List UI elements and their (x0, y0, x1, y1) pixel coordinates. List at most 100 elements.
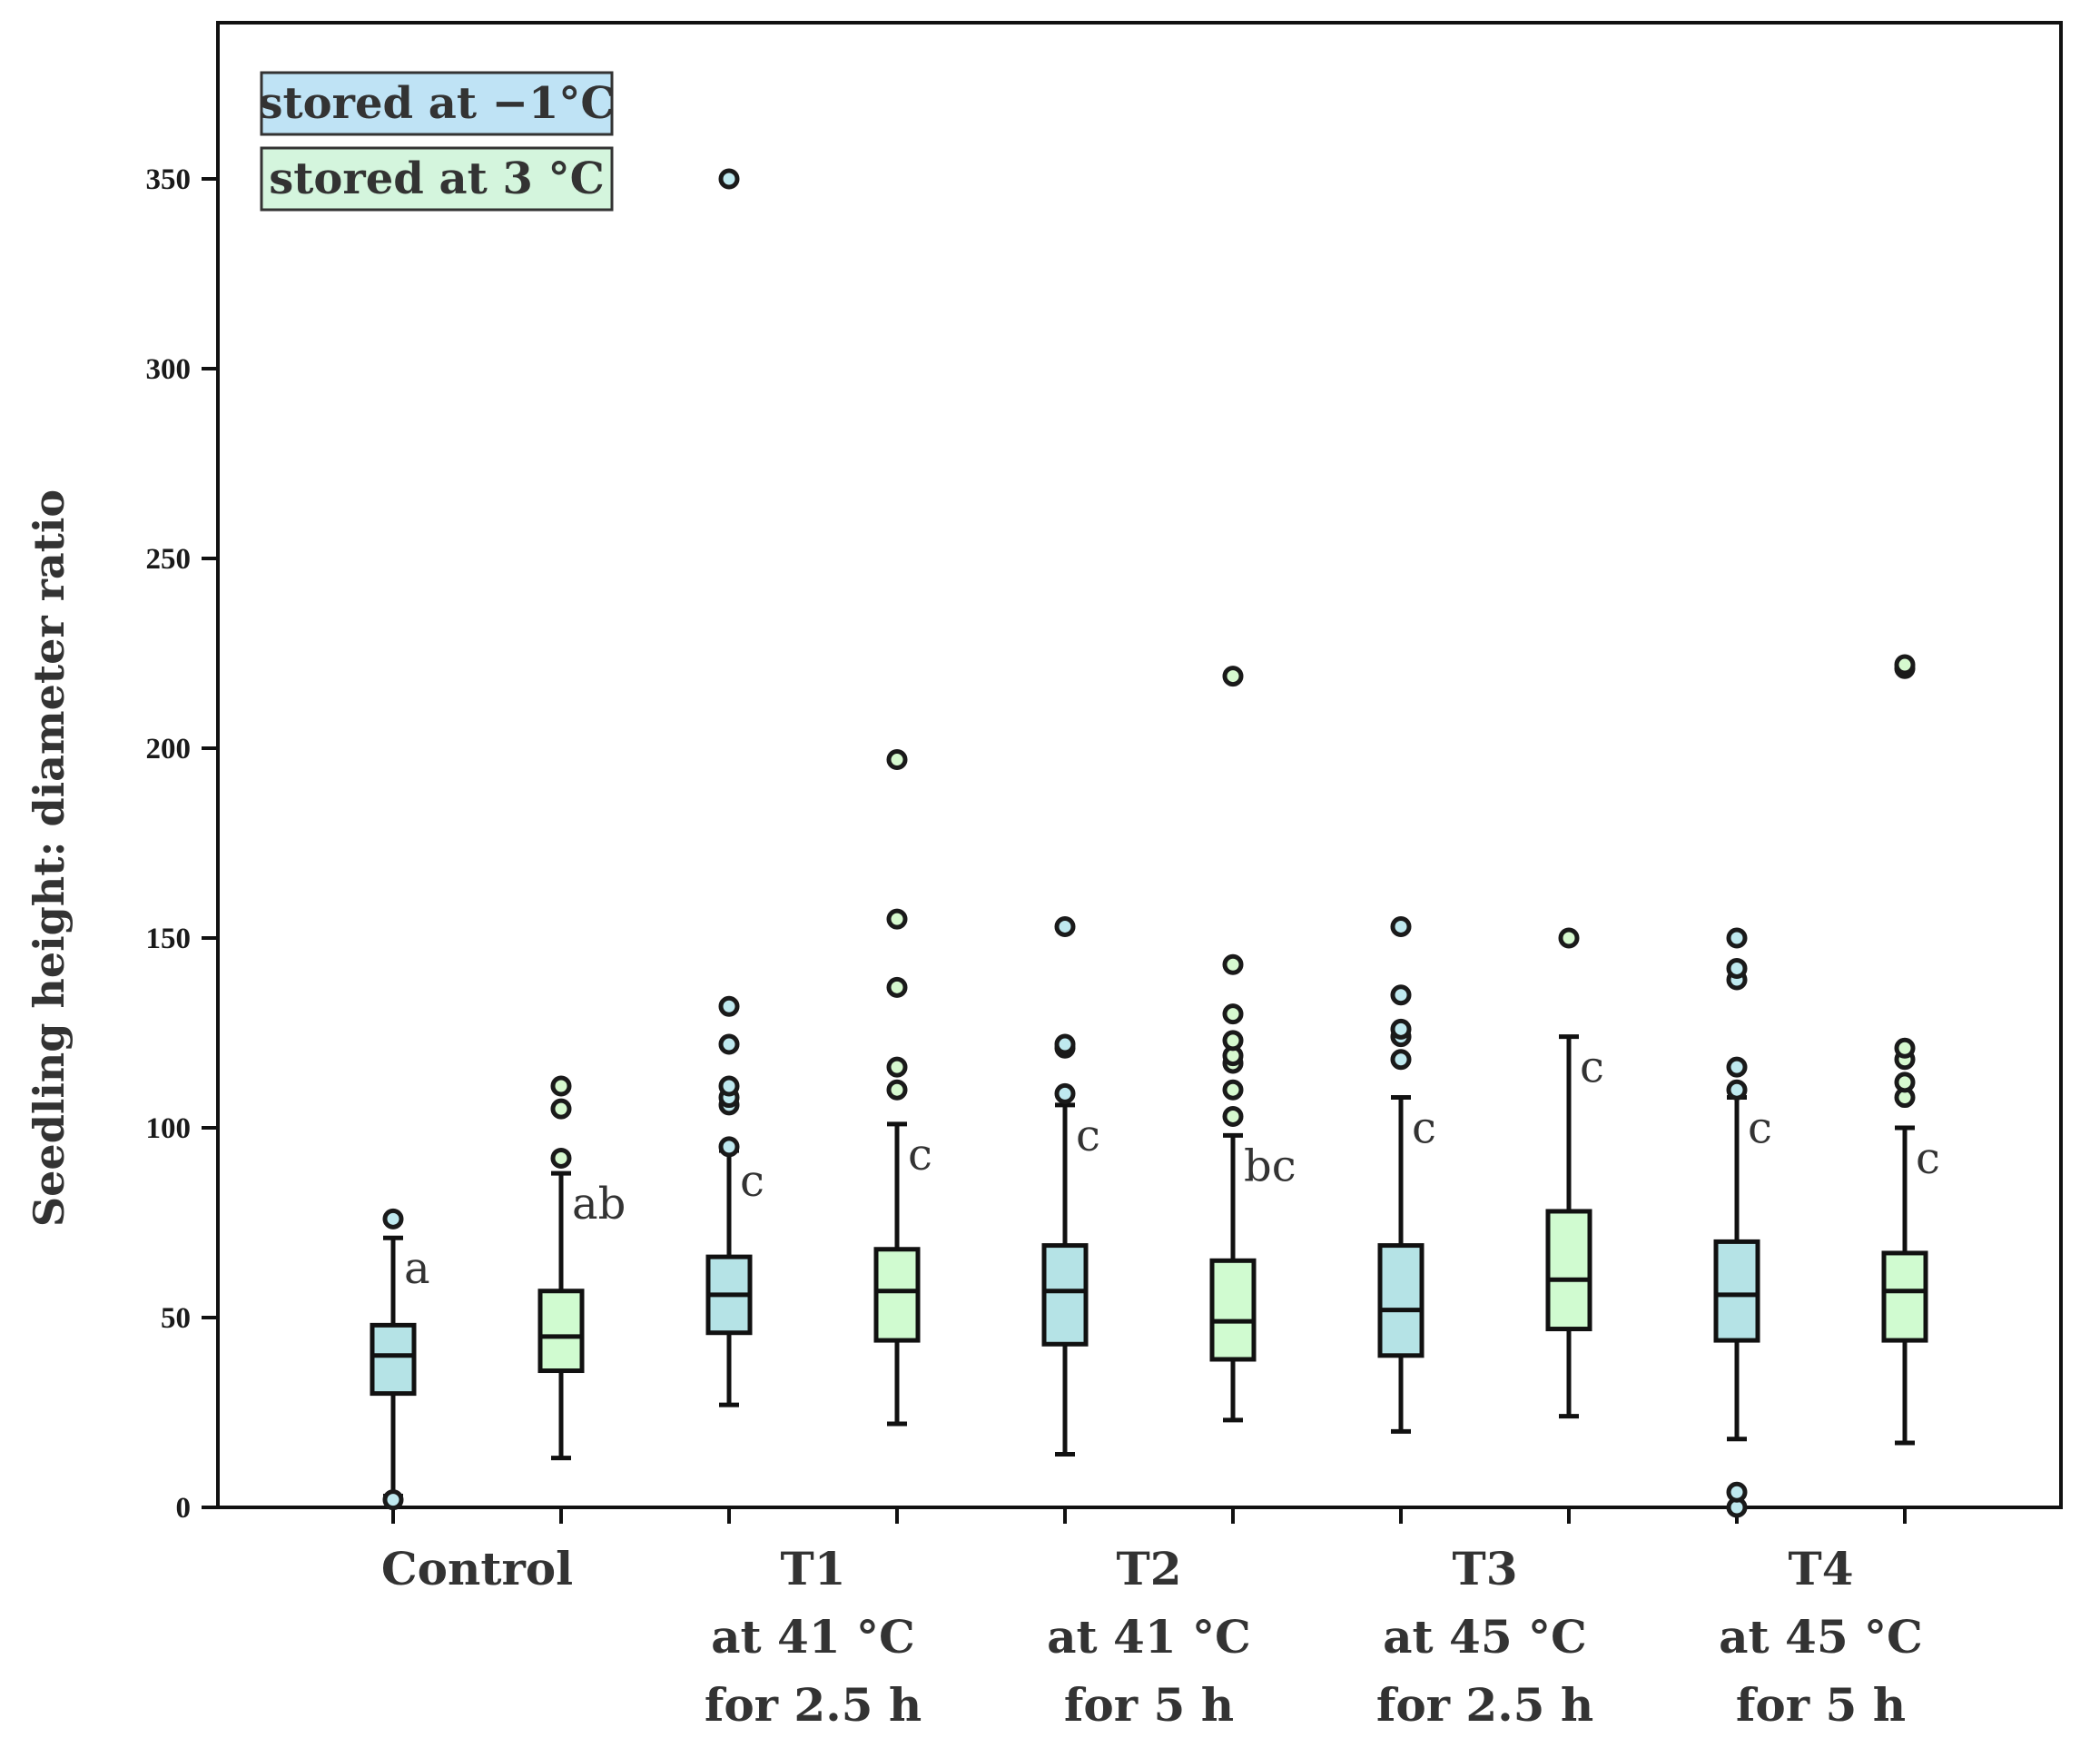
group-label: for 2.5 h (1376, 1678, 1593, 1732)
outlier-point (1222, 666, 1244, 687)
outlier-point (886, 976, 908, 998)
group-label: T1 (781, 1542, 846, 1595)
y-tick-label: 200 (146, 733, 192, 765)
legend-item: stored at −1°C (258, 71, 616, 136)
y-tick-label: 50 (161, 1302, 191, 1335)
y-tick-label: 0 (176, 1492, 192, 1525)
y-axis: 0 50 100 150 200 250 300 350 (146, 163, 218, 1525)
outlier-point (550, 1075, 572, 1097)
outlier-point (886, 749, 908, 771)
box-warm: c (1545, 927, 1604, 1419)
box-iqr (1881, 1250, 1928, 1343)
outlier-point (718, 1136, 740, 1158)
significance-label: c (1580, 1042, 1604, 1093)
y-tick-label: 350 (146, 163, 192, 196)
outlier-point (1054, 1033, 1076, 1055)
outlier-point (886, 1079, 908, 1101)
outlier-point (382, 1208, 404, 1230)
significance-label: c (1076, 1111, 1100, 1161)
box-iqr (1545, 1209, 1592, 1332)
group-label: at 45 °C (1719, 1610, 1923, 1664)
outlier-point (1054, 915, 1076, 937)
box-iqr (537, 1289, 585, 1374)
outlier-point (1726, 957, 1748, 979)
box-warm: bc (1209, 666, 1296, 1423)
legend-swatch (260, 71, 614, 136)
outlier-point (1222, 953, 1244, 975)
outlier-point (1390, 984, 1412, 1006)
legend-label: stored at −1°C (258, 78, 615, 129)
outlier-point (1222, 1079, 1244, 1101)
outlier-point (718, 1033, 740, 1055)
outlier-point (382, 1489, 404, 1511)
group-label: T4 (1789, 1542, 1854, 1595)
box-warm: ab (537, 1075, 626, 1461)
group-label: at 41 °C (711, 1610, 915, 1664)
outlier-point (1726, 927, 1748, 949)
significance-label: a (404, 1243, 430, 1294)
outlier-point (1894, 1072, 1916, 1093)
y-tick-label: 300 (146, 353, 192, 386)
outlier-point (1390, 1018, 1412, 1040)
box-iqr (1377, 1243, 1425, 1358)
box-cold: c (1041, 915, 1100, 1457)
outlier-point (1390, 1049, 1412, 1071)
significance-label: c (1748, 1103, 1772, 1154)
legend-swatch (260, 146, 614, 212)
box-warm: c (1881, 654, 1940, 1446)
significance-label: c (1412, 1103, 1436, 1154)
outlier-point (550, 1098, 572, 1120)
box-iqr (873, 1247, 921, 1343)
box-iqr (370, 1322, 417, 1397)
group-label: T3 (1453, 1542, 1518, 1595)
box-iqr (1041, 1243, 1089, 1347)
significance-label: bc (1244, 1141, 1296, 1191)
outlier-point (718, 168, 740, 190)
box-cold: c (1377, 915, 1436, 1434)
outlier-point (718, 1075, 740, 1097)
plot-area (216, 21, 2063, 1509)
legend-label: stored at 3 °C (269, 153, 605, 204)
group-label: for 5 h (1736, 1678, 1906, 1732)
group-label: for 2.5 h (705, 1678, 922, 1732)
box-cold: c (705, 168, 764, 1407)
legend-item: stored at 3 °C (260, 146, 614, 212)
outlier-point (1726, 1481, 1748, 1503)
significance-label: ab (572, 1179, 626, 1230)
y-tick-label: 100 (146, 1112, 192, 1145)
outlier-point (886, 1056, 908, 1078)
significance-label: c (1916, 1133, 1940, 1184)
legend: stored at −1°C stored at 3 °C (258, 71, 616, 212)
box-iqr (1209, 1258, 1257, 1362)
group-label: for 5 h (1064, 1678, 1234, 1732)
outlier-point (550, 1147, 572, 1169)
outlier-point (1054, 1082, 1076, 1104)
boxes: a ab c c c bc c c c c (370, 168, 1940, 1518)
box-iqr (1713, 1239, 1760, 1343)
significance-label: c (908, 1130, 932, 1180)
outlier-point (1222, 1030, 1244, 1052)
outlier-point (1726, 1056, 1748, 1078)
group-label: at 41 °C (1047, 1610, 1251, 1664)
outlier-point (1390, 915, 1412, 937)
y-tick-label: 150 (146, 923, 192, 955)
significance-label: c (740, 1156, 764, 1207)
y-tick-label: 250 (146, 543, 192, 576)
box-warm: c (873, 749, 932, 1427)
outlier-point (1894, 654, 1916, 676)
y-axis-title: Seedling height: diameter ratio (25, 489, 74, 1227)
outlier-point (718, 995, 740, 1017)
box-cold: a (370, 1208, 430, 1511)
x-axis: Control T1 at 41 °C for 2.5 h T2 at 41 °C for … (381, 1507, 1923, 1732)
outlier-point (1894, 1037, 1916, 1059)
outlier-point (1222, 1105, 1244, 1127)
outlier-point (886, 908, 908, 930)
group-label: Control (381, 1542, 573, 1595)
outlier-point (1726, 1079, 1748, 1101)
box-cold: c (1713, 927, 1772, 1518)
group-label: T2 (1117, 1542, 1182, 1595)
outlier-point (1558, 927, 1580, 949)
group-label: at 45 °C (1383, 1610, 1587, 1664)
outlier-point (1222, 1003, 1244, 1025)
